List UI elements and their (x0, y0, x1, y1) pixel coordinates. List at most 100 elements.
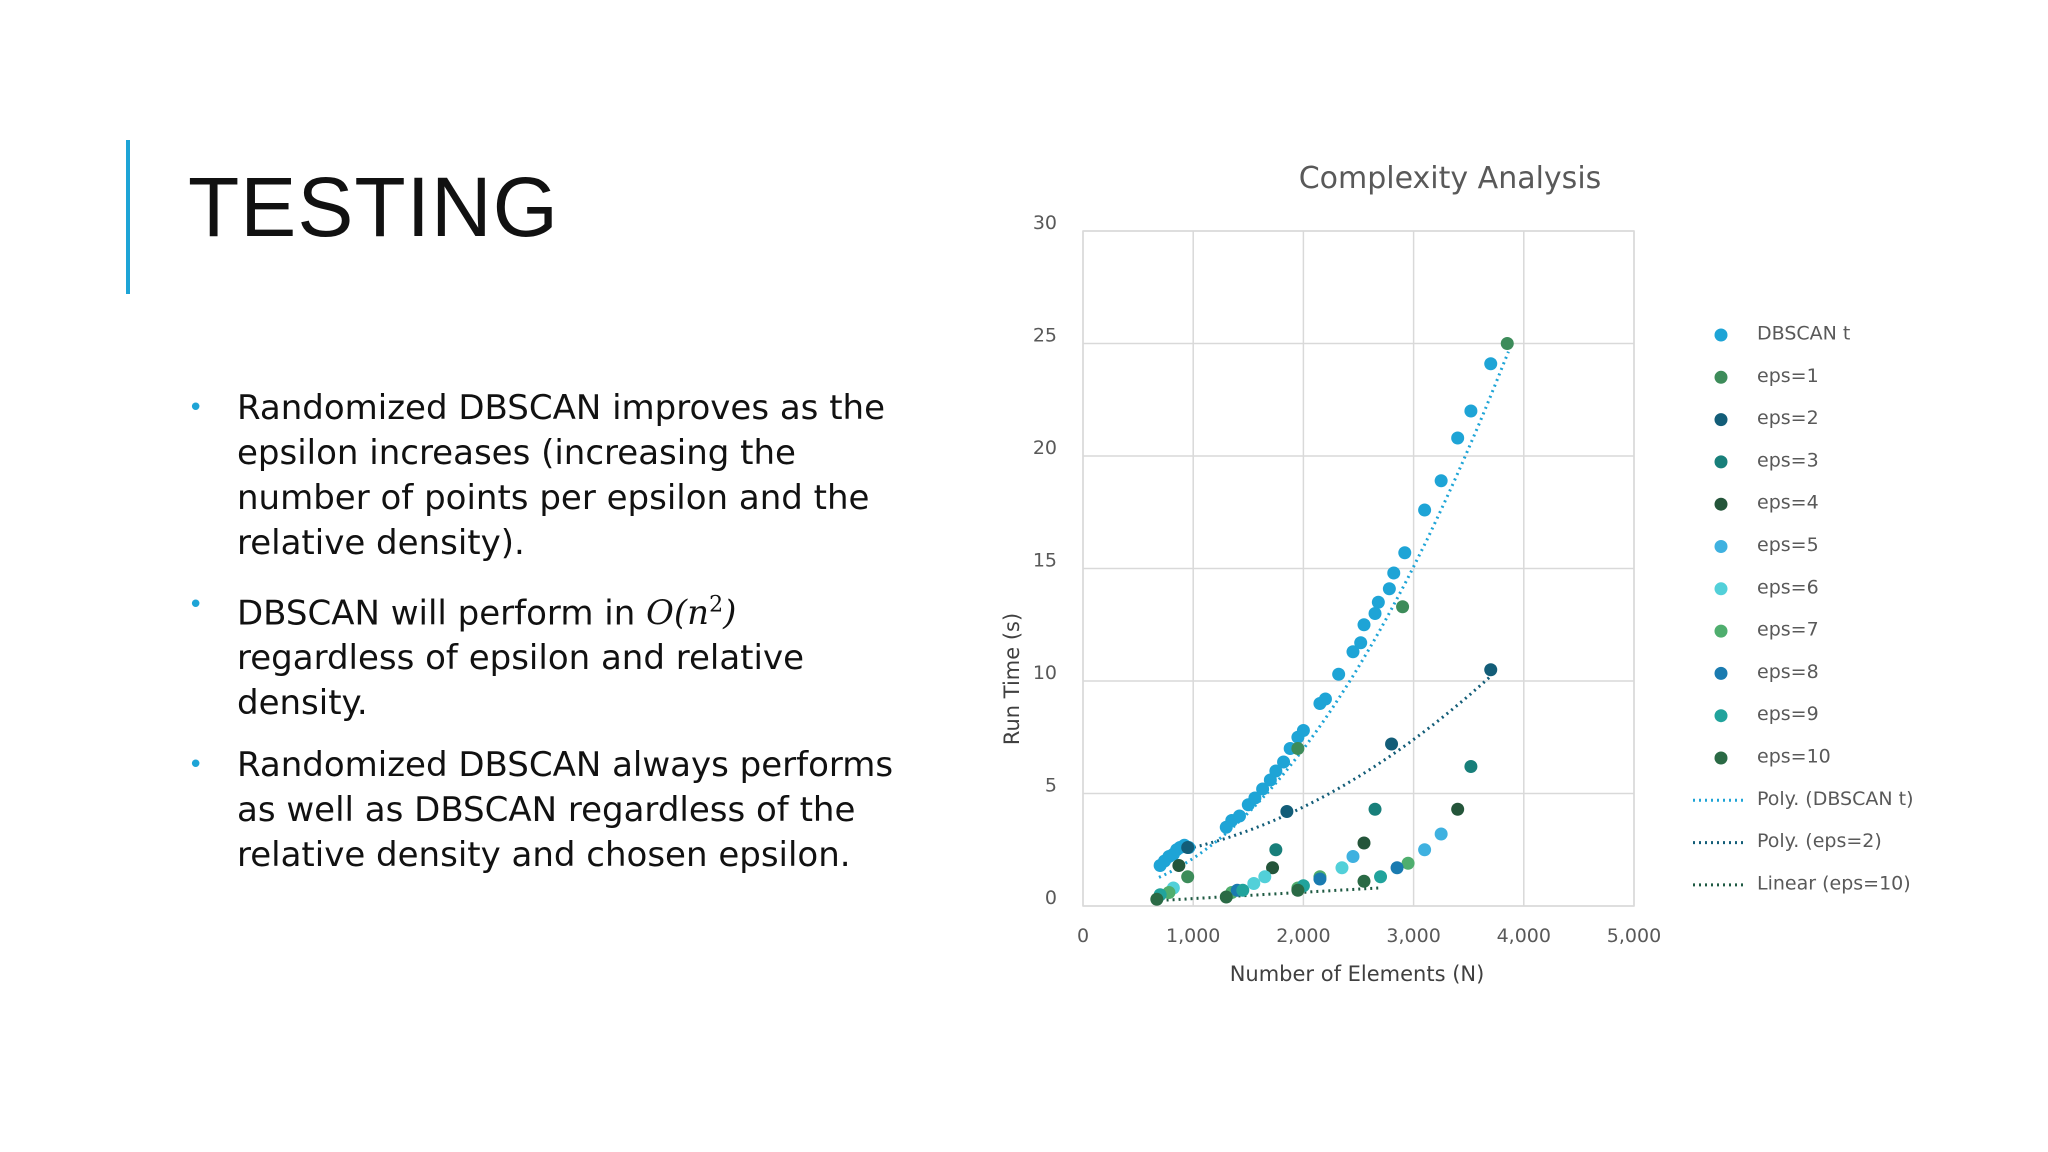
legend-label: eps=6 (1757, 576, 1819, 598)
x-tick-label: 4,000 (1497, 925, 1551, 947)
data-point (1291, 883, 1305, 897)
y-axis-ticks: 0 5 10 15 20 25 30 (1033, 212, 1057, 909)
data-point (1236, 883, 1250, 897)
data-point (1484, 663, 1498, 677)
data-point (1484, 357, 1498, 371)
data-point (1256, 782, 1270, 796)
y-tick-label: 30 (1033, 212, 1057, 234)
y-axis-title: Run Time (s) (1000, 613, 1024, 745)
slide-title: TESTING (188, 160, 560, 254)
bullet-item: • Randomized DBSCAN always performs as w… (188, 743, 908, 878)
bullet-icon: • (188, 590, 204, 620)
data-point (1354, 636, 1368, 650)
x-tick-label: 1,000 (1166, 925, 1220, 947)
legend-label: eps=7 (1757, 619, 1819, 641)
bullet-text: Randomized DBSCAN improves as the epsilo… (237, 388, 885, 563)
data-point (1451, 802, 1465, 816)
bullet-icon: • (188, 750, 204, 781)
data-point (1451, 431, 1465, 445)
chart-legend: DBSCAN t eps=1 eps=2 eps=3 eps=4 eps=5 eps=6 ep… (1693, 323, 1913, 894)
bullet-icon: • (188, 393, 204, 423)
big-o-close: ) (723, 593, 737, 634)
legend-marker (1714, 666, 1728, 680)
data-point (1434, 827, 1448, 841)
data-point (1390, 861, 1404, 875)
data-point (1396, 600, 1410, 614)
data-point (1357, 618, 1371, 632)
legend-marker (1714, 370, 1728, 384)
data-point (1346, 645, 1360, 659)
y-tick-label: 20 (1033, 437, 1057, 459)
legend-label: eps=5 (1757, 534, 1819, 556)
data-point (1382, 582, 1396, 596)
trendlines (1154, 351, 1510, 903)
x-tick-label: 0 (1077, 925, 1089, 947)
big-o-exponent: 2 (709, 593, 724, 618)
data-point (1434, 474, 1448, 488)
trendline (1154, 886, 1381, 903)
data-point (1181, 841, 1195, 854)
data-point (1335, 861, 1349, 875)
data-point (1232, 809, 1246, 823)
y-tick-label: 5 (1045, 775, 1057, 797)
legend-marker (1714, 709, 1728, 723)
data-point (1150, 892, 1164, 906)
bullet-text: Randomized DBSCAN always performs as wel… (237, 745, 894, 876)
data-point (1387, 566, 1401, 580)
data-point (1464, 404, 1478, 418)
data-point (1385, 737, 1399, 751)
legend-label: Poly. (eps=2) (1757, 830, 1882, 852)
x-axis-title: Number of Elements (N) (1230, 962, 1485, 986)
data-point (1219, 890, 1233, 904)
y-tick-label: 15 (1033, 550, 1057, 572)
data-point (1332, 667, 1346, 681)
data-point (1368, 607, 1382, 620)
data-point (1500, 337, 1514, 350)
data-point (1398, 546, 1412, 560)
data-point (1247, 877, 1261, 890)
legend-label: eps=9 (1757, 703, 1819, 725)
legend-marker (1714, 582, 1728, 596)
legend-label: Linear (eps=10) (1757, 872, 1911, 894)
data-point (1248, 791, 1262, 805)
data-point (1269, 764, 1283, 778)
legend-label: eps=4 (1757, 492, 1819, 514)
x-tick-label: 3,000 (1386, 925, 1440, 947)
x-axis-ticks: 0 1,000 2,000 3,000 4,000 5,000 (1077, 925, 1661, 947)
chart-title: Complexity Analysis (1299, 161, 1602, 196)
x-tick-label: 2,000 (1276, 925, 1330, 947)
x-tick-label: 5,000 (1607, 925, 1661, 947)
data-point (1266, 861, 1280, 875)
data-point (1181, 870, 1195, 884)
bullet-text-after: regardless of epsilon and relative densi… (237, 638, 804, 724)
data-point (1374, 870, 1388, 884)
y-tick-label: 25 (1033, 325, 1057, 347)
legend-label: eps=10 (1757, 746, 1831, 768)
data-point (1258, 870, 1272, 884)
big-o-base: O(n (646, 593, 710, 634)
chart-grid (1082, 230, 1635, 907)
data-point (1357, 836, 1371, 850)
legend-marker (1714, 751, 1728, 765)
legend-marker (1714, 497, 1728, 511)
data-point (1418, 843, 1432, 857)
data-point (1368, 802, 1382, 816)
data-point (1313, 872, 1327, 886)
data-point (1269, 843, 1283, 857)
data-point (1291, 742, 1305, 755)
data-point (1318, 692, 1332, 706)
legend-label: eps=1 (1757, 365, 1819, 387)
accent-bar (126, 140, 130, 294)
data-point (1277, 755, 1291, 769)
bullet-item: • DBSCAN will perform in O(n2) regardles… (188, 583, 908, 726)
legend-marker (1714, 540, 1728, 553)
data-point (1401, 856, 1415, 870)
data-point (1371, 595, 1385, 609)
data-point (1346, 850, 1360, 863)
data-point (1418, 503, 1432, 517)
data-point (1172, 859, 1186, 872)
big-o-expression: O(n2) (646, 593, 736, 633)
legend-marker (1714, 328, 1728, 342)
bullet-item: • Randomized DBSCAN improves as the epsi… (188, 386, 908, 566)
